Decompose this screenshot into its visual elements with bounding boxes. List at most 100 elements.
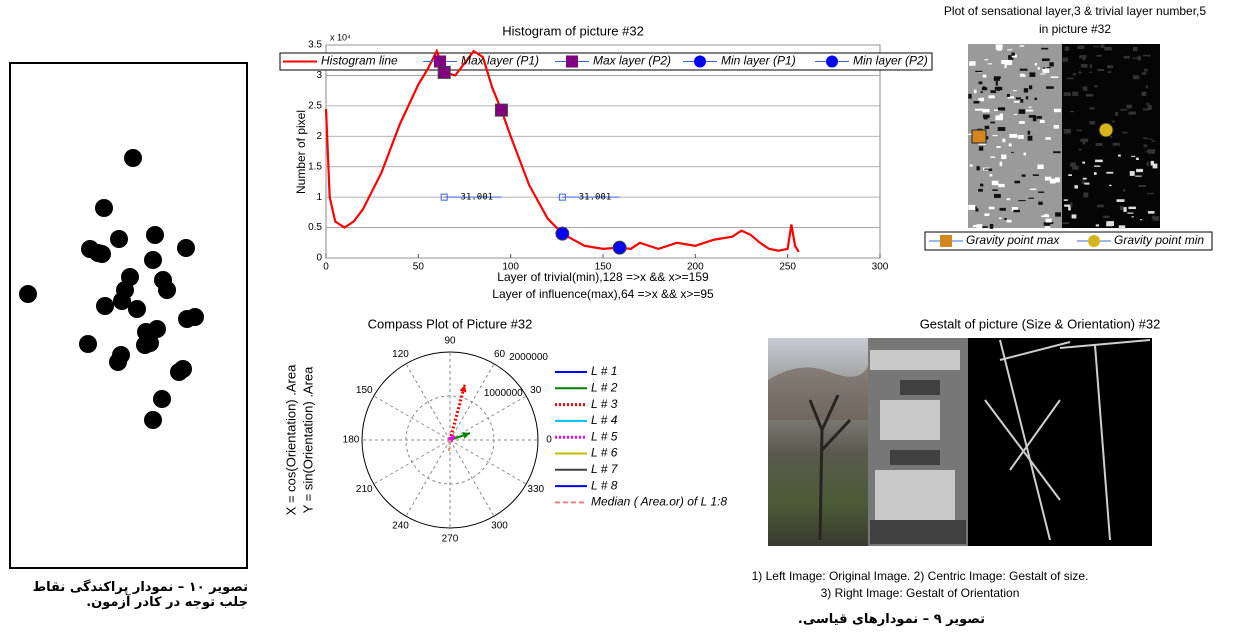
texture	[1029, 85, 1032, 89]
texture	[1038, 202, 1043, 205]
texture	[1019, 109, 1026, 114]
texture	[1136, 169, 1143, 172]
plot-area	[326, 45, 880, 258]
marker	[613, 241, 626, 254]
theta-tick-label: 150	[356, 385, 373, 396]
texture	[1038, 191, 1044, 192]
texture	[1064, 92, 1071, 96]
texture	[969, 61, 975, 65]
texture	[1143, 137, 1147, 138]
point	[124, 149, 142, 167]
texture	[1083, 86, 1088, 91]
texture	[988, 95, 994, 98]
texture	[1079, 55, 1086, 58]
spoke	[374, 440, 450, 484]
y-tick-label: 1.5	[308, 161, 322, 172]
texture	[1011, 152, 1014, 153]
texture	[1062, 222, 1069, 224]
texture	[1020, 74, 1024, 77]
texture	[1050, 179, 1056, 184]
texture	[983, 86, 985, 87]
texture	[1045, 226, 1051, 229]
texture	[1007, 198, 1011, 200]
texture	[1045, 137, 1051, 140]
texture	[1078, 71, 1081, 73]
texture	[1068, 174, 1072, 176]
texture	[1097, 69, 1104, 71]
figure-caption: تصویر ۱۰ – نمودار پراکندگی نقاط جلب توجه…	[8, 580, 248, 610]
legend-marker	[826, 56, 838, 68]
x-tick-label: 100	[502, 262, 519, 273]
scatter-frame	[10, 63, 247, 568]
texture	[1104, 47, 1112, 51]
texture	[1062, 58, 1067, 62]
texture	[1040, 73, 1046, 74]
point	[79, 335, 97, 353]
texture	[1026, 96, 1028, 99]
texture	[990, 122, 995, 124]
legend-marker	[566, 56, 578, 68]
texture	[1030, 189, 1037, 190]
texture	[1134, 75, 1136, 76]
texture	[1020, 99, 1023, 103]
theta-tick-label: 120	[392, 349, 409, 360]
texture	[1055, 177, 1060, 182]
point	[128, 300, 146, 318]
point	[136, 336, 154, 354]
x-tick-label: 200	[687, 262, 704, 273]
texture	[982, 87, 987, 90]
y-tick-label: 0.5	[308, 222, 322, 233]
texture	[1038, 67, 1040, 70]
texture	[978, 189, 983, 192]
texture	[975, 209, 978, 212]
texture	[981, 91, 983, 93]
texture	[1072, 92, 1078, 96]
texture	[1142, 72, 1147, 75]
texture	[1090, 107, 1095, 109]
y-axis-label: Y = sin(Orientation) .Area	[300, 366, 315, 514]
texture	[975, 109, 983, 111]
texture	[1095, 160, 1103, 162]
texture	[990, 207, 993, 208]
texture	[974, 101, 980, 103]
y-tick-label: 1	[316, 192, 322, 203]
legend-marker	[1088, 235, 1100, 247]
texture	[1035, 98, 1038, 100]
point	[95, 199, 113, 217]
texture	[1073, 73, 1076, 75]
point	[177, 239, 195, 257]
legend-label: L # 6	[591, 446, 618, 460]
texture	[1072, 166, 1079, 170]
texture	[992, 189, 998, 191]
layer-image	[968, 44, 1160, 231]
texture	[982, 109, 990, 112]
page: Histogram of picture #32 x 10⁴ Number of…	[0, 0, 1254, 636]
point	[144, 411, 162, 429]
caption-line: تصویر ۱۰ – نمودار پراکندگی نقاط	[8, 580, 248, 595]
theta-tick-label: 270	[442, 534, 459, 545]
texture	[1064, 205, 1071, 207]
legend-label: Min layer (P2)	[853, 54, 928, 68]
annotation: 31.001	[461, 193, 494, 203]
texture	[1148, 105, 1152, 110]
texture	[974, 90, 977, 94]
texture	[1020, 69, 1028, 71]
texture	[1096, 224, 1099, 226]
texture	[994, 78, 1000, 81]
point	[96, 297, 114, 315]
texture	[993, 135, 998, 136]
texture	[970, 164, 973, 166]
x-tick-label: 300	[872, 262, 889, 273]
texture	[1054, 109, 1061, 112]
texture	[984, 213, 989, 216]
texture	[968, 94, 971, 99]
texture	[1097, 205, 1104, 208]
texture	[1067, 78, 1074, 80]
texture	[1081, 64, 1088, 68]
texture	[1014, 101, 1019, 103]
texture	[1136, 158, 1139, 160]
texture	[1130, 171, 1135, 176]
texture	[1144, 69, 1147, 72]
texture	[1147, 149, 1152, 152]
texture	[1106, 222, 1112, 226]
